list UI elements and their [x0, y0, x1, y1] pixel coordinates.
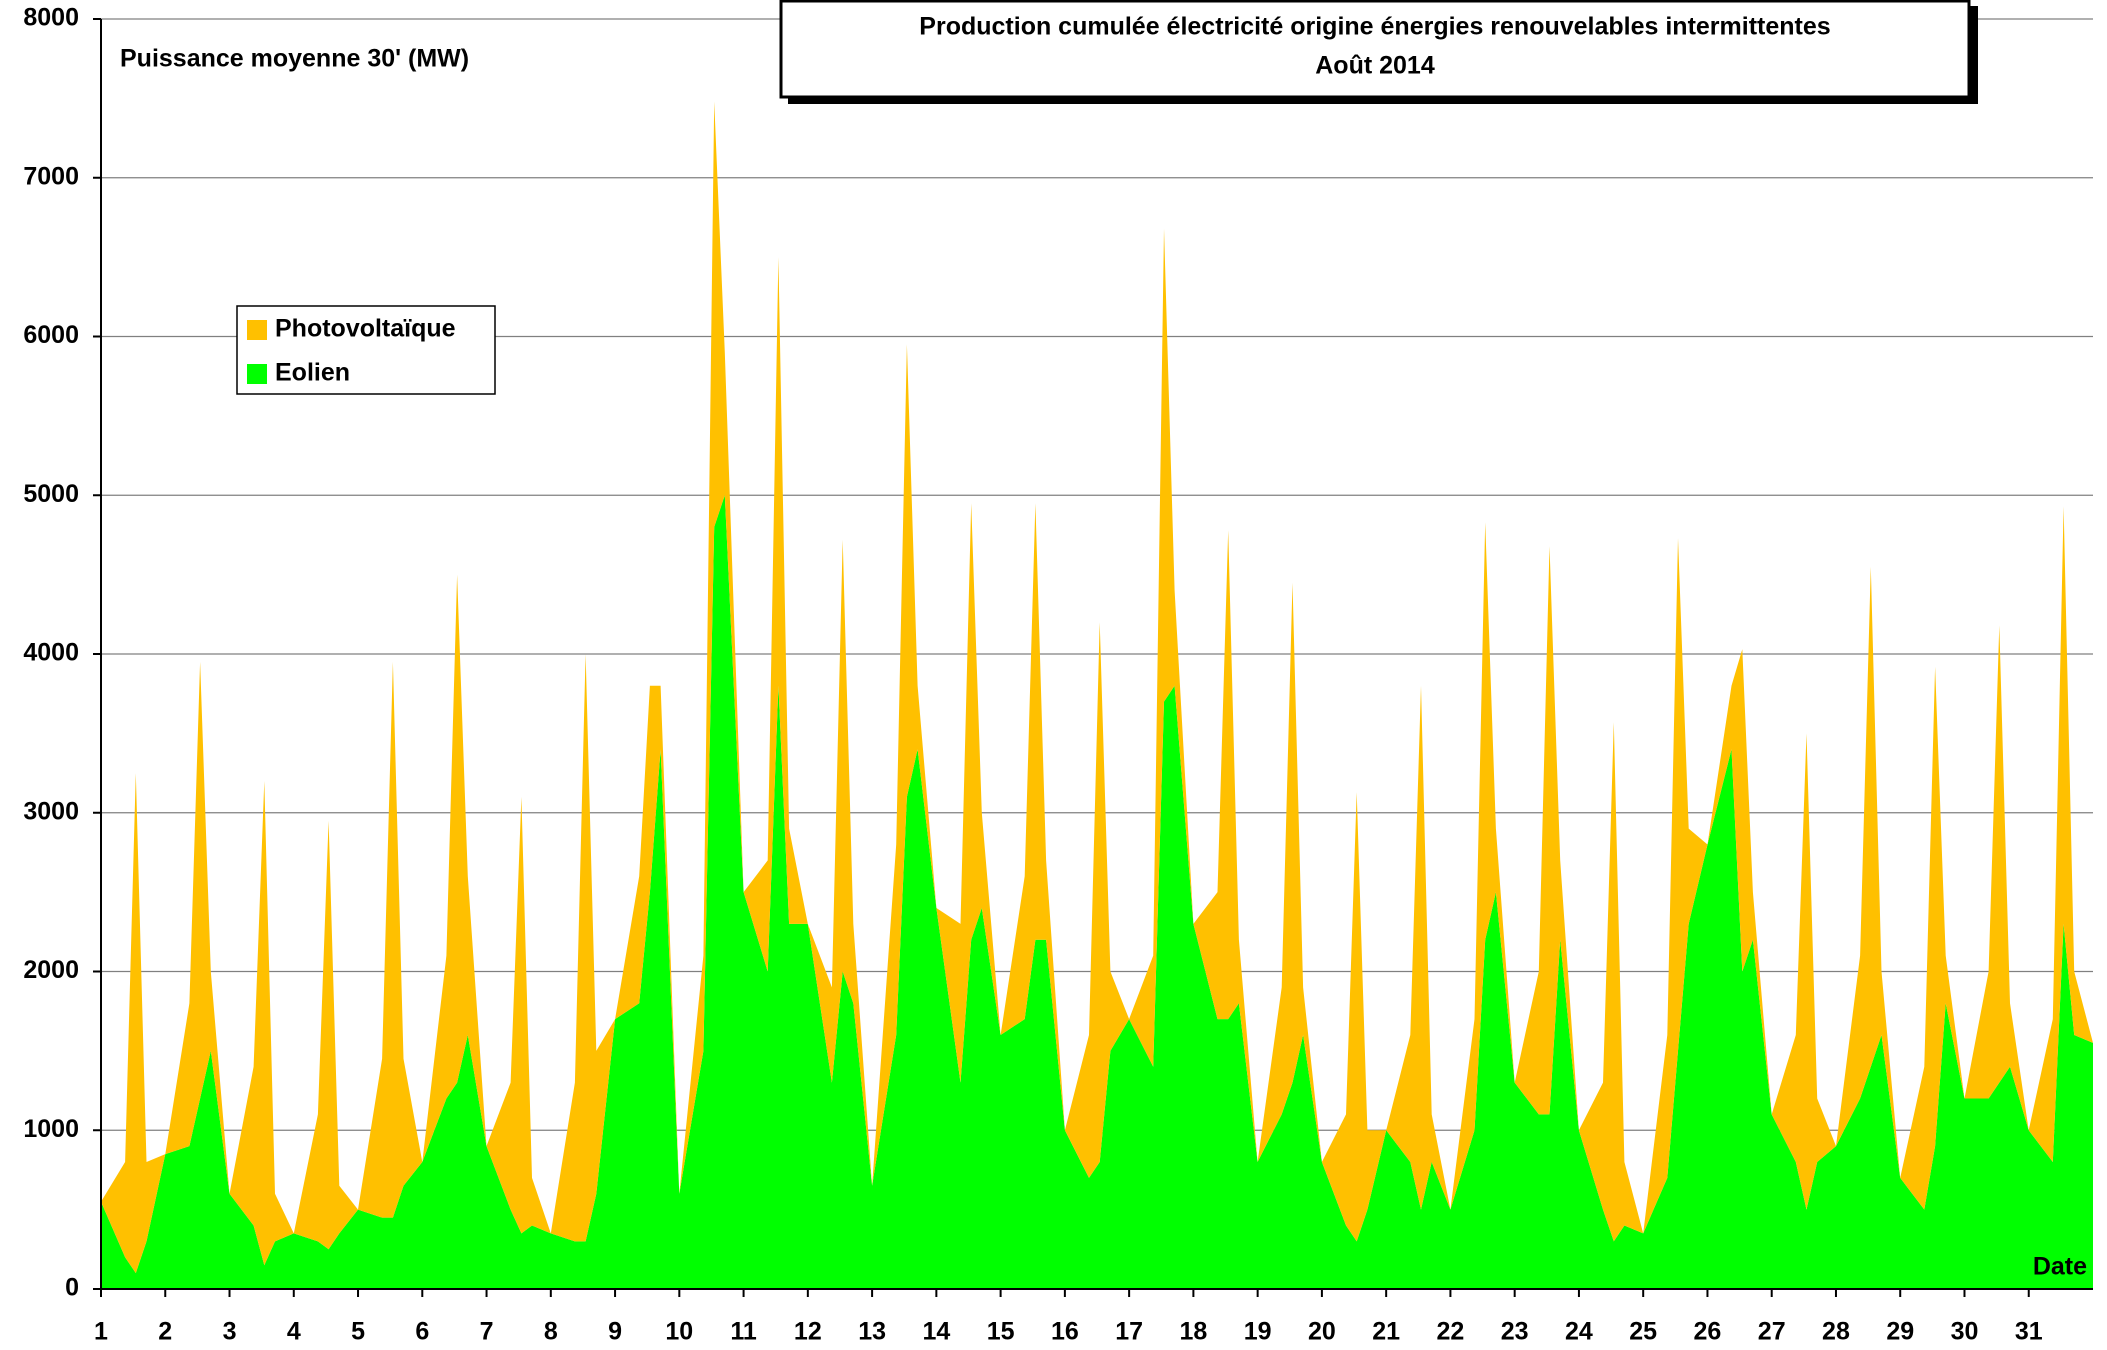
- x-tick-label: 6: [415, 1318, 429, 1346]
- x-tick-label: 11: [730, 1318, 757, 1346]
- legend-label: Photovoltaïque: [275, 315, 456, 343]
- x-tick-label: 15: [987, 1318, 1015, 1346]
- legend-label: Eolien: [275, 359, 350, 387]
- legend-swatch: [247, 364, 267, 384]
- x-tick-label: 30: [1951, 1318, 1979, 1346]
- y-tick-label: 1000: [23, 1115, 79, 1143]
- chart-subtitle: Août 2014: [1315, 52, 1435, 80]
- x-tick-label: 13: [858, 1318, 886, 1346]
- y-tick-label: 3000: [23, 797, 79, 825]
- x-tick-label: 10: [665, 1318, 693, 1346]
- x-tick-label: 21: [1372, 1318, 1400, 1346]
- x-tick-label: 12: [794, 1318, 822, 1346]
- x-tick-label: 16: [1051, 1318, 1079, 1346]
- y-axis-label: Puissance moyenne 30' (MW): [120, 45, 469, 73]
- y-tick-label: 8000: [23, 4, 79, 32]
- x-tick-label: 22: [1437, 1318, 1465, 1346]
- x-tick-label: 29: [1886, 1318, 1914, 1346]
- x-axis-label: Date: [2033, 1253, 2087, 1281]
- x-tick-label: 23: [1501, 1318, 1529, 1346]
- x-tick-label: 19: [1244, 1318, 1272, 1346]
- y-tick-label: 7000: [23, 162, 79, 190]
- x-tick-label: 1: [94, 1318, 108, 1346]
- x-tick-label: 3: [223, 1318, 237, 1346]
- y-tick-label: 4000: [23, 639, 79, 667]
- x-tick-label: 27: [1758, 1318, 1786, 1346]
- y-tick-label: 0: [65, 1274, 79, 1302]
- x-tick-label: 2: [158, 1318, 172, 1346]
- x-tick-label: 18: [1179, 1318, 1207, 1346]
- x-tick-label: 5: [351, 1318, 365, 1346]
- area: [101, 495, 2093, 1289]
- x-tick-label: 25: [1629, 1318, 1657, 1346]
- x-tick-label: 7: [480, 1318, 494, 1346]
- x-tick-label: 9: [608, 1318, 622, 1346]
- x-tick-label: 14: [922, 1318, 950, 1346]
- x-tick-label: 28: [1822, 1318, 1850, 1346]
- chart-title: Production cumulée électricité origine é…: [919, 13, 1830, 41]
- title-box: [779, 0, 1971, 99]
- x-tick-label: 31: [2015, 1318, 2043, 1346]
- area: [101, 101, 2093, 1274]
- x-tick-label: 26: [1694, 1318, 1722, 1346]
- y-tick-label: 6000: [23, 321, 79, 349]
- y-tick-label: 2000: [23, 956, 79, 984]
- x-tick-label: 8: [544, 1318, 558, 1346]
- x-tick-label: 24: [1565, 1318, 1593, 1346]
- y-tick-label: 5000: [23, 480, 79, 508]
- x-tick-label: 20: [1308, 1318, 1336, 1346]
- x-tick-label: 17: [1115, 1318, 1143, 1346]
- legend-box: [236, 305, 496, 395]
- x-tick-label: 4: [287, 1318, 301, 1346]
- legend-swatch: [247, 320, 267, 340]
